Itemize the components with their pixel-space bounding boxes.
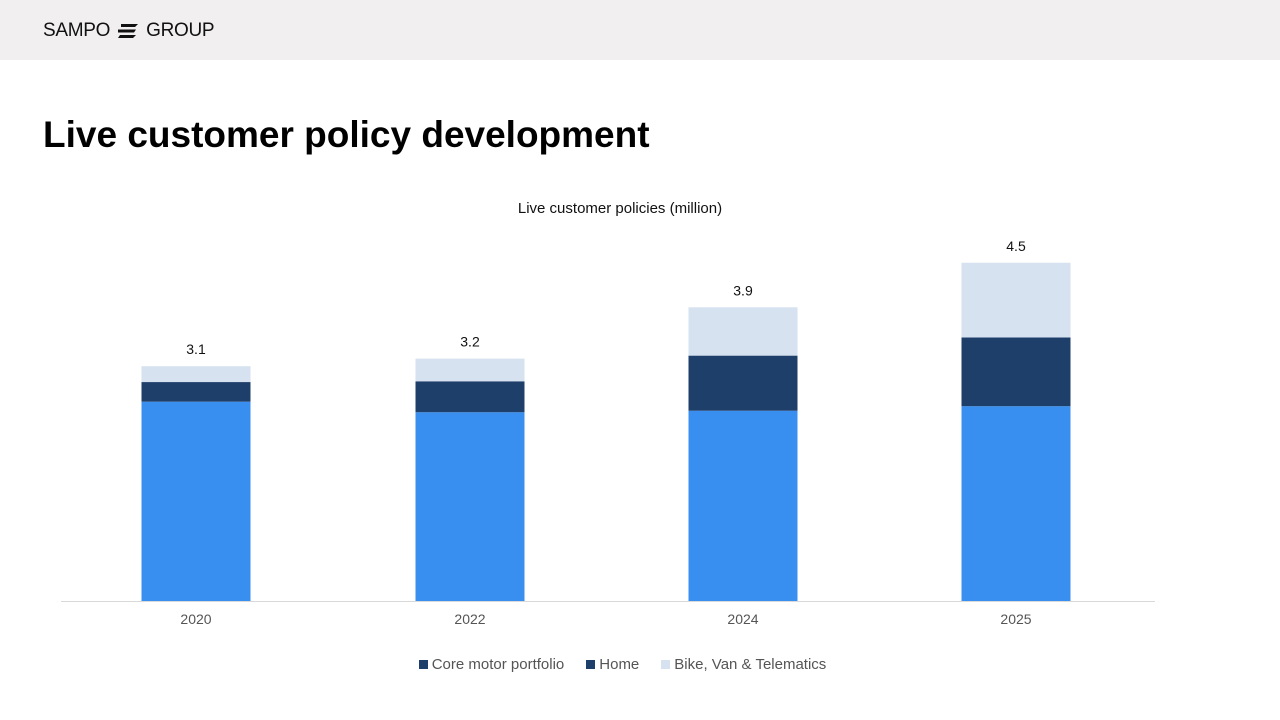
bar-segment-bike-van-telematics-2025	[961, 262, 1071, 338]
total-label-2022: 3.2	[460, 334, 480, 350]
total-label-2024: 3.9	[733, 282, 753, 298]
legend-marker-icon	[418, 660, 428, 669]
bar-segment-home-2022	[415, 381, 525, 413]
bar-segment-home-2024	[688, 355, 798, 411]
bar-segment-core-motor-portfolio-2024	[688, 410, 798, 601]
bar-segment-core-motor-portfolio-2020	[141, 401, 251, 601]
bar-segment-bike-van-telematics-2024	[688, 307, 798, 356]
bar-segment-core-motor-portfolio-2025	[961, 406, 1071, 601]
legend-marker-icon	[586, 660, 596, 669]
header-bar: SAMPO GROUP	[0, 0, 1280, 60]
x-tick-label-2020: 2020	[180, 611, 211, 627]
bar-segment-home-2020	[141, 382, 251, 402]
legend-item-2: Bike, Van & Telematics	[661, 656, 826, 673]
sampo-s-icon	[118, 24, 139, 38]
bar-segment-core-motor-portfolio-2022	[415, 412, 525, 601]
legend-label: Core motor portfolio	[431, 656, 565, 673]
page-title: Live customer policy development	[43, 114, 650, 155]
logo-text-right: GROUP	[146, 20, 215, 41]
chart-legend: Core motor portfolio Home Bike, Van & Tele…	[0, 656, 1245, 673]
x-tick-label-2024: 2024	[727, 611, 758, 627]
x-tick-label-2022: 2022	[454, 611, 485, 627]
total-label-2020: 3.1	[186, 341, 206, 357]
logo-text-left: SAMPO	[43, 20, 111, 41]
legend-item-1: Home	[586, 656, 639, 673]
bar-segment-home-2025	[961, 337, 1071, 407]
x-tick-label-2025: 2025	[1000, 611, 1031, 627]
legend-label: Bike, Van & Telematics	[674, 656, 827, 673]
bar-segment-bike-van-telematics-2022	[415, 358, 525, 382]
sampo-group-logo: SAMPO GROUP	[43, 20, 215, 42]
total-label-2025: 4.5	[1006, 238, 1026, 254]
chart-title: Live customer policies (million)	[517, 200, 723, 217]
legend-item-0: Core motor portfolio	[418, 656, 565, 673]
legend-marker-icon	[661, 660, 671, 669]
legend-label: Home	[599, 656, 640, 673]
bar-segment-bike-van-telematics-2020	[141, 366, 251, 383]
